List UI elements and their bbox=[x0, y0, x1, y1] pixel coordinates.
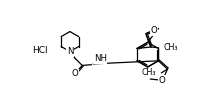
Text: CH₃: CH₃ bbox=[141, 68, 156, 77]
Text: O: O bbox=[71, 69, 78, 78]
Text: N: N bbox=[67, 47, 73, 56]
Text: O: O bbox=[158, 76, 165, 85]
Text: HCl: HCl bbox=[32, 46, 48, 55]
Text: O: O bbox=[151, 26, 157, 35]
Text: CH₃: CH₃ bbox=[163, 43, 178, 52]
Text: NH: NH bbox=[94, 54, 107, 63]
